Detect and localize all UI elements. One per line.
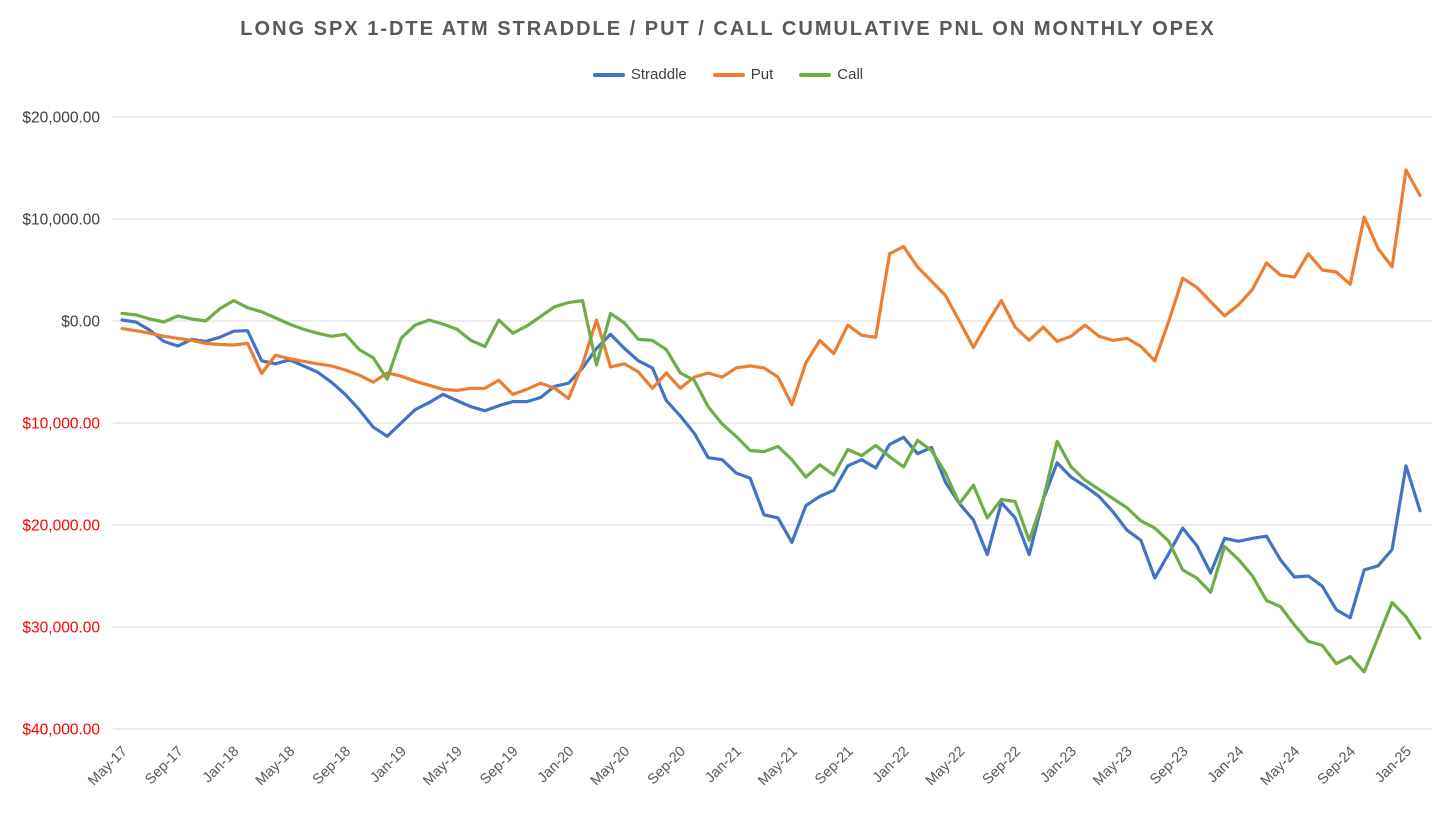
x-tick-label: May-17 [85, 744, 131, 790]
y-tick-label: $30,000.00 [22, 620, 100, 637]
x-tick-label: Jan-24 [1205, 744, 1248, 787]
series-line-put [120, 168, 1422, 407]
x-tick-label: May-24 [1258, 744, 1304, 790]
x-tick-label: Sep-22 [980, 744, 1024, 788]
legend-label-straddle: Straddle [630, 66, 687, 83]
x-tick-label: Sep-24 [1315, 744, 1359, 788]
x-tick-label: Sep-21 [812, 744, 856, 788]
y-tick-label: $20,000.00 [22, 518, 100, 535]
x-tick-label: Sep-23 [1147, 744, 1191, 788]
x-tick-label: Sep-20 [645, 744, 689, 788]
x-tick-label: Jan-20 [535, 744, 578, 787]
x-tick-label: May-19 [420, 744, 466, 790]
y-tick-label: $10,000.00 [22, 212, 100, 229]
chart-title: LONG SPX 1-DTE ATM STRADDLE / PUT / CALL… [240, 18, 1216, 40]
legend-label-call: Call [837, 66, 864, 83]
x-tick-label: Sep-19 [477, 744, 521, 788]
y-tick-label: $0.00 [61, 314, 100, 331]
legend-label-put: Put [750, 66, 774, 83]
straddle-line-swatch [592, 72, 625, 77]
y-tick-label: $40,000.00 [22, 722, 100, 739]
x-tick-label: May-20 [588, 744, 634, 790]
put-line-swatch [712, 72, 745, 77]
series-line-straddle [120, 318, 1422, 620]
x-tick-label: May-21 [755, 744, 801, 790]
legend-item-put: Put [712, 66, 774, 83]
x-tick-label: Jan-22 [870, 744, 913, 787]
x-tick-label: Sep-17 [142, 744, 186, 788]
y-tick-label: $10,000.00 [22, 416, 100, 433]
legend: Straddle Put Call [0, 66, 1456, 83]
x-tick-label: May-22 [923, 744, 969, 790]
x-tick-label: May-18 [253, 744, 299, 790]
x-tick-label: Jan-23 [1037, 744, 1080, 787]
x-tick-label: Jan-25 [1372, 744, 1415, 787]
x-tick-label: May-23 [1090, 744, 1136, 790]
y-tick-label: $20,000.00 [22, 110, 100, 127]
call-line-swatch [799, 72, 832, 77]
legend-item-straddle: Straddle [592, 66, 687, 83]
x-tick-label: Sep-18 [310, 744, 354, 788]
x-tick-label: Jan-21 [702, 744, 745, 787]
series-line-call [120, 299, 1422, 674]
x-tick-label: Jan-18 [200, 744, 243, 787]
legend-item-call: Call [799, 66, 863, 83]
x-tick-label: Jan-19 [367, 744, 410, 787]
